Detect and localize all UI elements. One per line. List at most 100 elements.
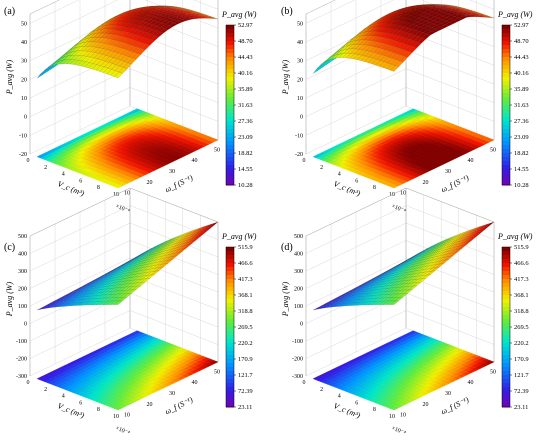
surface-cell — [37, 70, 45, 78]
colorbar-strip — [502, 77, 510, 82]
y-tick-label: 10 — [124, 413, 130, 419]
colorbar-strip — [502, 173, 510, 178]
colorbar-strip — [502, 343, 510, 348]
colorbar-tick-label: 318.8 — [238, 308, 253, 315]
z-tick-label: 0 — [24, 322, 27, 328]
colorbar-strip — [226, 379, 234, 384]
colorbar-strip — [502, 307, 510, 312]
colorbar-strip — [226, 101, 234, 106]
colorbar-strip — [502, 141, 510, 146]
colorbar-strip — [226, 29, 234, 34]
colorbar-strip — [226, 89, 234, 94]
colorbar-strip — [502, 367, 510, 372]
colorbar-strip — [226, 279, 234, 284]
colorbar-strip — [226, 355, 234, 360]
colorbar-strip — [226, 165, 234, 170]
x-tick-label: 4 — [62, 172, 65, 178]
z-tick-label: 20 — [21, 77, 27, 83]
colorbar-tick-label: 27.36 — [514, 118, 529, 125]
colorbar-strip — [502, 387, 510, 392]
z-axis-label: P_avg (W) — [281, 59, 290, 95]
colorbar-strip — [226, 295, 234, 300]
y-tick-label: 50 — [490, 147, 496, 153]
y-axis-label: ω_f (S⁻¹) — [164, 395, 195, 416]
x-tick-label: 0 — [303, 380, 306, 386]
surface — [37, 6, 218, 78]
z-tick-label: 30 — [21, 59, 27, 65]
colorbar-strip — [226, 371, 234, 376]
colorbar-strip — [226, 395, 234, 400]
colorbar-tick-label: 35.89 — [238, 86, 253, 93]
colorbar-strip — [502, 323, 510, 328]
colorbar-strip — [226, 61, 234, 66]
colorbar-tick-label: 18.82 — [514, 150, 529, 157]
colorbar-strip — [502, 347, 510, 352]
y-tick-label: 40 — [468, 158, 474, 164]
colorbar-strip — [226, 125, 234, 130]
colorbar-strip — [226, 41, 234, 46]
colorbar-strip — [502, 359, 510, 364]
x-tick-label: 10 — [113, 414, 119, 420]
colorbar-tick-label: 269.5 — [514, 324, 529, 331]
colorbar-tick-label: 40.16 — [514, 70, 529, 77]
colorbar-strip — [226, 291, 234, 296]
colorbar-strip — [226, 251, 234, 256]
colorbar-strip — [502, 105, 510, 110]
colorbar-strip — [226, 57, 234, 62]
colorbar-strip — [502, 53, 510, 58]
colorbar-strip — [502, 121, 510, 126]
y-tick-label: 10 — [400, 191, 406, 197]
colorbar-strip — [226, 121, 234, 126]
colorbar-tick-label: 14.55 — [238, 166, 253, 173]
colorbar-strip — [226, 303, 234, 308]
colorbar-strip — [502, 283, 510, 288]
colorbar-tick-label: 466.6 — [238, 260, 253, 267]
colorbar-tick-label: 466.6 — [514, 260, 529, 267]
colorbar-strip — [502, 395, 510, 400]
colorbar-tick-label: 72.39 — [514, 388, 529, 395]
colorbar-tick-label: 269.5 — [238, 324, 253, 331]
z-tick-label: 400 — [18, 252, 27, 258]
colorbar: 515.9466.6417.3368.1318.8269.5220.2170.9… — [221, 232, 257, 411]
colorbar-strip — [502, 383, 510, 388]
colorbar-tick-label: 10.28 — [238, 182, 253, 189]
colorbar-tick-label: 515.9 — [514, 244, 529, 251]
colorbar-strip — [502, 279, 510, 284]
colorbar-strip — [502, 157, 510, 162]
box-edge — [130, 188, 218, 222]
colorbar-strip — [502, 355, 510, 360]
colorbar-strip — [226, 315, 234, 320]
surface-cell — [42, 67, 50, 75]
colorbar-strip — [226, 283, 234, 288]
colorbar-strip — [502, 137, 510, 142]
colorbar-strip — [502, 331, 510, 336]
colorbar-tick-label: 52.97 — [238, 22, 253, 29]
x-axis-multiplier: ×10⁻⁴ — [114, 426, 130, 437]
colorbar-strip — [502, 69, 510, 74]
z-tick-label: 0 — [300, 115, 303, 121]
colorbar-strip — [226, 391, 234, 396]
x-tick-label: 6 — [355, 400, 358, 406]
colorbar-strip — [226, 53, 234, 58]
y-tick-label: 40 — [468, 380, 474, 386]
colorbar-strip — [502, 149, 510, 154]
colorbar-strip — [502, 169, 510, 174]
colorbar-strip — [226, 173, 234, 178]
colorbar-strip — [226, 387, 234, 392]
z-tick-label: 300 — [18, 269, 27, 275]
z-tick-label: -200 — [292, 357, 303, 363]
colorbar-strip — [226, 271, 234, 276]
z-tick-label: 50 — [21, 21, 27, 27]
colorbar-strip — [226, 33, 234, 38]
x-tick-label: 6 — [79, 178, 82, 184]
x-tick-label: 4 — [338, 394, 341, 400]
x-tick-label: 4 — [62, 394, 65, 400]
colorbar-strip — [226, 247, 234, 252]
z-tick-label: 100 — [18, 304, 27, 310]
colorbar-strip — [226, 287, 234, 292]
colorbar-strip — [226, 25, 234, 30]
colorbar-strip — [226, 105, 234, 110]
